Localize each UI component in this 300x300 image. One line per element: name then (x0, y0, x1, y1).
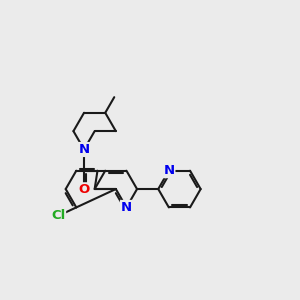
Text: Cl: Cl (51, 209, 65, 222)
Text: N: N (121, 201, 132, 214)
Text: N: N (163, 164, 174, 177)
Text: O: O (78, 183, 90, 196)
Text: N: N (79, 143, 90, 156)
